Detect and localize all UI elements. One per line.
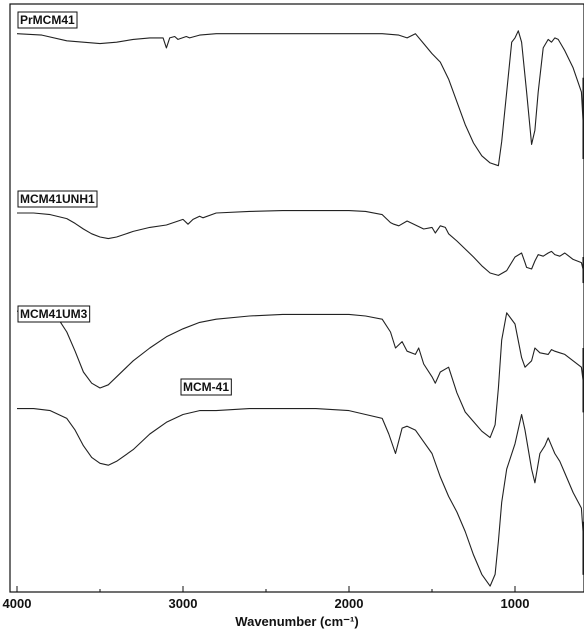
x-axis-ticks: 4000 3000 2000 1000 [3, 586, 530, 611]
x-tick-label: 2000 [335, 596, 364, 611]
series-line-prmcm41 [16, 30, 584, 167]
svg-text:MCM41UNH1: MCM41UNH1 [20, 192, 95, 206]
x-axis-title: Wavenumber (cm⁻¹) [235, 614, 358, 629]
svg-text:MCM41UM3: MCM41UM3 [20, 307, 88, 321]
series-label-prmcm41: PrMCM41 [17, 11, 78, 29]
svg-text:MCM-41: MCM-41 [183, 380, 229, 394]
series-labels: PrMCM41 MCM41UNH1 MCM41UM3 MCM-41 [17, 11, 232, 396]
series-label-mcm41unh1: MCM41UNH1 [17, 190, 98, 208]
x-tick-label: 3000 [169, 596, 198, 611]
svg-text:PrMCM41: PrMCM41 [20, 13, 75, 27]
series-label-mcm41um3: MCM41UM3 [17, 305, 91, 323]
series-traces [16, 30, 584, 587]
series-line-mcm-41 [17, 408, 584, 587]
x-tick-label: 4000 [3, 596, 32, 611]
x-tick-label: 1000 [501, 596, 530, 611]
series-line-mcm41unh1 [17, 210, 584, 284]
series-line-mcm41um3 [17, 310, 584, 439]
plot-frame [9, 3, 584, 593]
series-label-mcm-41: MCM-41 [180, 378, 232, 396]
